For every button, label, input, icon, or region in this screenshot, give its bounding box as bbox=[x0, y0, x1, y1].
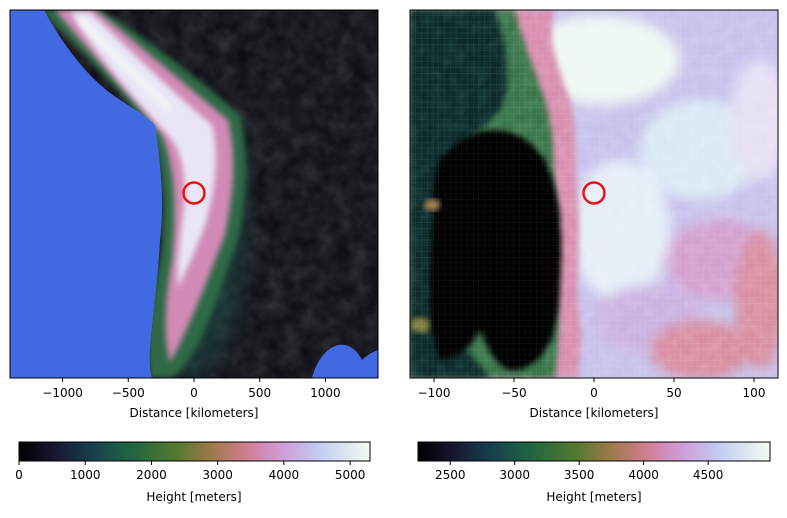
colorbar-tick-label: 0 bbox=[15, 468, 23, 482]
x-axis-zoom: −100 −50 0 50 100 bbox=[418, 378, 766, 400]
elevation-image-wide bbox=[10, 10, 378, 378]
ocean-region bbox=[10, 10, 163, 378]
colorbar-tick-label: 4500 bbox=[693, 468, 724, 482]
x-tick-label: −100 bbox=[418, 386, 451, 400]
x-tick-label: −50 bbox=[501, 386, 526, 400]
colorbar-tick-label: 2000 bbox=[136, 468, 167, 482]
colorbar-tick-label: 1000 bbox=[70, 468, 101, 482]
x-tick-label: 50 bbox=[666, 386, 681, 400]
colorbar-label-zoom: Height [meters] bbox=[546, 490, 641, 504]
colorbar-tick-label: 5000 bbox=[335, 468, 366, 482]
location-marker-zoom bbox=[582, 181, 606, 205]
x-axis-label-zoom: Distance [kilometers] bbox=[530, 406, 659, 420]
elevation-image-zoom bbox=[410, 10, 778, 378]
colorbar-ticks-wide: 0 1000 2000 3000 4000 5000 bbox=[15, 461, 365, 482]
colorbar-tick-label: 4000 bbox=[269, 468, 300, 482]
colorbar-label-wide: Height [meters] bbox=[146, 490, 241, 504]
x-tick-label: 0 bbox=[190, 386, 198, 400]
location-marker-wide bbox=[182, 181, 206, 205]
colorbar-ticks-zoom: 2500 3000 3500 4000 4500 bbox=[435, 461, 723, 482]
x-tick-label: 100 bbox=[743, 386, 766, 400]
colorbar-tick-label: 2500 bbox=[435, 468, 466, 482]
x-tick-label: −500 bbox=[112, 386, 145, 400]
x-axis-wide: −1000 −500 0 500 1000 bbox=[42, 378, 341, 400]
x-axis-label-wide: Distance [kilometers] bbox=[130, 406, 259, 420]
colorbar-tick-label: 4000 bbox=[628, 468, 659, 482]
x-tick-label: 0 bbox=[590, 386, 598, 400]
panel-zoom-map: −100 −50 0 50 100 Distance [kilometers] 2500… bbox=[409, 9, 779, 504]
panel-wide-map: −1000 −500 0 500 1000 Distance [kilometers] … bbox=[9, 9, 379, 504]
colorbar-tick-label: 3500 bbox=[564, 468, 595, 482]
colorbar-wide bbox=[18, 441, 371, 462]
x-tick-label: −1000 bbox=[42, 386, 83, 400]
colorbar-zoom bbox=[417, 441, 771, 462]
x-tick-label: 500 bbox=[248, 386, 271, 400]
x-tick-label: 1000 bbox=[310, 386, 341, 400]
colorbar-tick-label: 3000 bbox=[202, 468, 233, 482]
colorbar-tick-label: 3000 bbox=[499, 468, 530, 482]
